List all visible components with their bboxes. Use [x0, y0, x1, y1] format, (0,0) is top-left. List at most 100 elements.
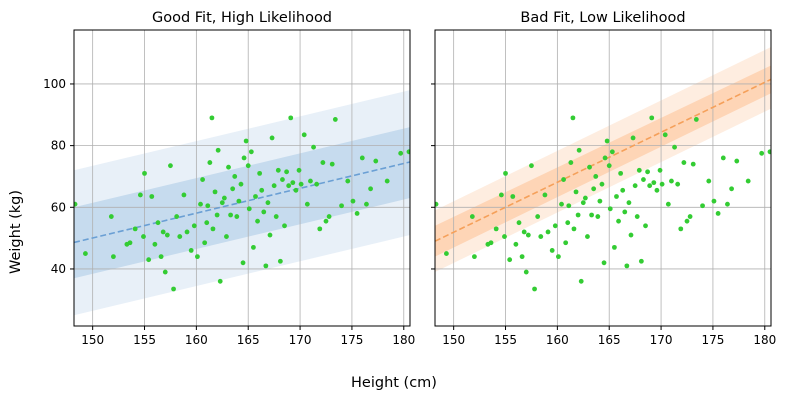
data-point [195, 254, 200, 260]
y-tick-label: 100 [43, 77, 66, 91]
data-point [298, 181, 304, 187]
x-tick-label: 150 [81, 333, 104, 347]
data-point [290, 180, 296, 186]
data-point [745, 178, 751, 184]
data-point [155, 220, 161, 226]
data-point [587, 164, 592, 170]
inner-interval-band [435, 65, 771, 257]
data-point [469, 214, 475, 219]
data-point [207, 160, 213, 165]
data-point [317, 226, 323, 232]
data-point [265, 200, 271, 206]
data-point [535, 214, 541, 219]
x-tick-label: 170 [289, 333, 312, 347]
data-point [503, 170, 508, 176]
data-point [651, 180, 657, 186]
data-point [345, 178, 351, 184]
fit-line [74, 161, 410, 244]
data-point [720, 155, 726, 161]
data-point [304, 201, 310, 207]
data-point [269, 135, 275, 141]
data-point [601, 260, 607, 266]
data-point [626, 200, 632, 206]
data-point [549, 248, 555, 253]
data-point [659, 181, 665, 187]
x-tick-label: 160 [546, 333, 569, 347]
data-point [593, 174, 599, 179]
data-point [510, 194, 516, 199]
data-point [641, 177, 646, 182]
x-tick-label: 170 [650, 333, 673, 347]
data-point [314, 181, 320, 187]
data-point [561, 177, 566, 182]
data-point [725, 201, 730, 207]
data-point [578, 278, 584, 284]
data-point [649, 115, 655, 121]
data-point [273, 214, 279, 219]
data-point [288, 115, 294, 121]
data-point [232, 174, 238, 179]
data-point [224, 234, 229, 239]
data-point [580, 200, 586, 206]
data-point [585, 234, 590, 239]
data-point [246, 206, 252, 212]
data-point [188, 248, 194, 253]
data-point [690, 161, 696, 167]
data-point [174, 214, 180, 219]
data-point [604, 138, 610, 144]
data-point [599, 181, 605, 187]
x-tick-label: 180 [753, 333, 776, 347]
data-point [556, 254, 561, 260]
x-tick-label: 155 [494, 333, 517, 347]
data-point [177, 234, 183, 239]
data-point [614, 194, 619, 199]
y-tick-label: 60 [51, 200, 66, 214]
data-point [198, 201, 203, 207]
data-point [263, 263, 269, 269]
data-point [217, 278, 223, 284]
axes-frame [73, 29, 411, 327]
data-point [200, 177, 205, 182]
data-point [597, 198, 603, 204]
data-point [111, 254, 116, 260]
data-point [502, 234, 507, 239]
data-point [657, 167, 663, 173]
data-point [595, 214, 601, 219]
data-point [202, 240, 208, 246]
data-point [513, 241, 519, 247]
data-point [565, 220, 571, 226]
y-axis-label: Weight (kg) [8, 190, 24, 274]
data-point [255, 218, 260, 224]
data-point [257, 170, 263, 176]
data-point [672, 144, 677, 150]
data-point [609, 149, 615, 155]
x-tick-label: 150 [442, 333, 465, 347]
data-point [622, 209, 628, 215]
data-point [398, 150, 404, 156]
data-point [171, 286, 176, 292]
data-point [181, 192, 187, 198]
data-point [498, 192, 504, 198]
data-point [582, 195, 588, 201]
data-point [142, 170, 147, 176]
data-point [137, 192, 143, 198]
x-tick-label: 175 [701, 333, 724, 347]
data-point [532, 286, 537, 292]
data-point [521, 229, 527, 235]
data-point [734, 158, 740, 164]
x-tick-label: 165 [237, 333, 260, 347]
data-point [160, 229, 166, 235]
data-point [240, 260, 246, 266]
data-point [228, 212, 233, 218]
data-point [261, 209, 267, 215]
data-point [226, 164, 231, 170]
data-point [162, 269, 168, 275]
data-point [678, 226, 684, 232]
data-point [638, 258, 644, 264]
data-point [243, 138, 249, 144]
data-point [368, 186, 373, 192]
data-point [576, 147, 582, 153]
data-point [624, 263, 630, 269]
data-point [681, 160, 687, 165]
data-point [329, 161, 335, 167]
